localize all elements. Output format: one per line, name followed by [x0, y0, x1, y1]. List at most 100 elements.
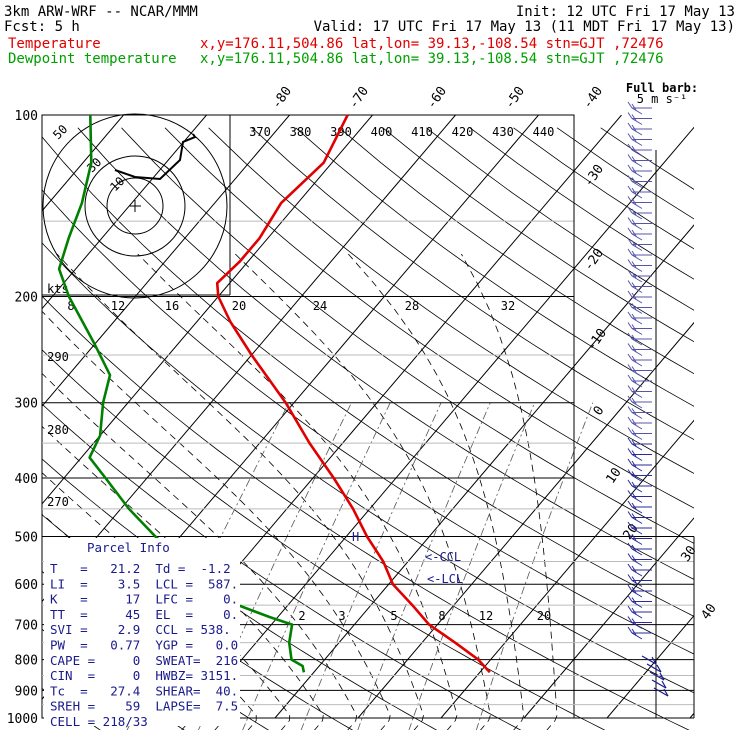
- mixing-ratio-line: [408, 402, 535, 730]
- wind-barb: [627, 385, 652, 398]
- wind-barb: [627, 469, 652, 482]
- wind-barb: [627, 374, 652, 388]
- model-title: 3km ARW-WRF -- NCAR/MMM: [4, 4, 198, 20]
- hodograph-ring-label: 50: [50, 122, 70, 142]
- mixing-ratio-label: 3: [338, 609, 345, 623]
- parcel-info-row: CIN = 0 HWBZ= 3151.: [50, 668, 238, 683]
- wind-barb: [627, 626, 652, 640]
- wind-barb: [627, 175, 652, 188]
- parcel-info-row: SVI = 2.9 CCL = 538.: [50, 622, 231, 637]
- pressure-tick-label: 400: [15, 472, 38, 487]
- moist-adiabat: [56, 253, 424, 730]
- pressure-axis: 100 200 300 400 500 600 700 800 900 1000: [7, 109, 38, 727]
- wind-barb: [627, 542, 652, 556]
- wind-barb: [627, 311, 652, 325]
- temperature-tick-label: -40: [580, 84, 606, 112]
- legend-dewpoint: Dewpoint temperature: [8, 51, 177, 67]
- wind-barb: [627, 416, 652, 430]
- temperature-profile: [215, 114, 491, 674]
- dry-adiabat: [42, 136, 694, 617]
- wind-barb: [627, 616, 652, 629]
- wind-barb: [627, 479, 652, 493]
- wind-barb: [627, 511, 652, 524]
- wind-barb: [627, 605, 652, 619]
- mixing-ratio-label: 8: [67, 299, 74, 313]
- theta-label: 430: [492, 125, 514, 139]
- valid-time: Valid: 17 UTC Fri 17 May 13 (11 MDT Fri …: [314, 19, 735, 35]
- wind-barb: [627, 185, 652, 199]
- wind-barb: [627, 395, 652, 409]
- mixing-ratio-label: 5: [390, 609, 397, 623]
- wind-barb: [627, 122, 652, 136]
- pressure-tick-label: 800: [15, 654, 38, 669]
- temperature-tick-label: 10: [603, 465, 624, 486]
- temperature-tick-label: -70: [346, 84, 372, 112]
- mixing-ratio-label: 12: [479, 609, 493, 623]
- wind-barb: [627, 322, 652, 335]
- hodograph-kts-label: kts: [47, 282, 69, 296]
- dry-adiabat: [556, 127, 694, 220]
- parcel-info-row: SREH = 59 LAPSE= 7.5: [50, 699, 238, 714]
- wind-barb: [627, 343, 652, 356]
- isotherm: [42, 115, 207, 310]
- wind-barb: [627, 269, 652, 283]
- wind-barb: [627, 553, 652, 566]
- hodograph-ring: [84, 155, 186, 257]
- mixing-ratio-line: [357, 402, 491, 730]
- parcel-info-row: CAPE = 0 SWEAT= 216: [50, 653, 238, 668]
- parcel-info-title: Parcel Info: [87, 540, 170, 555]
- temperature-tick-label: 40: [698, 601, 719, 622]
- dry-adiabat: [42, 403, 522, 730]
- theta-label: 380: [290, 125, 312, 139]
- wind-barbs: [627, 101, 669, 697]
- mixing-ratio-line: [242, 402, 391, 730]
- wind-barb: [627, 521, 652, 535]
- wind-barb: [627, 143, 652, 157]
- theta-label: 270: [47, 495, 69, 509]
- wind-barb: [627, 164, 652, 178]
- mixing-ratio-label: 20: [537, 609, 551, 623]
- wind-barb: [627, 437, 652, 451]
- temperature-tick-label: 20: [620, 521, 641, 542]
- full-barb-label: Full barb:: [626, 81, 698, 95]
- isotherm: [42, 115, 373, 505]
- pressure-tick-label: 100: [15, 109, 38, 124]
- parcel-info-row: T = 21.2 Td = -1.2: [50, 561, 231, 576]
- pressure-tick-label: 200: [15, 291, 38, 306]
- hwbz-marker: H: [352, 530, 359, 544]
- dry-adiabat: [208, 127, 694, 474]
- mixing-ratio-line: [475, 402, 594, 730]
- wind-barb: [627, 406, 652, 419]
- parcel-info-row: LI = 3.5 LCL = 587.: [50, 576, 238, 591]
- theta-label: 280: [47, 423, 69, 437]
- sounding-profiles: [57, 114, 491, 674]
- dry-adiabat: [42, 189, 694, 655]
- mixing-ratio-label: 24: [313, 299, 327, 313]
- wind-barb: [627, 563, 652, 577]
- parcel-info-row: CELL = 218/33: [50, 714, 148, 729]
- wind-barb: [627, 353, 652, 367]
- init-time: Init: 12 UTC Fri 17 May 13: [516, 4, 735, 20]
- isotherm: [191, 126, 694, 719]
- dry-adiabat: [77, 127, 694, 580]
- dry-adiabat: [600, 127, 694, 190]
- temperature-tick-label: -80: [269, 84, 295, 112]
- wind-barb: [627, 574, 652, 587]
- wind-barb: [627, 196, 652, 209]
- pressure-tick-label: 600: [15, 578, 38, 593]
- dry-adiabat: [121, 127, 694, 544]
- isotherm: [440, 419, 694, 719]
- wind-barb: [653, 687, 669, 697]
- temperature-tick-label: -30: [581, 162, 607, 190]
- dry-adiabat: [469, 127, 694, 280]
- wind-barb: [627, 154, 652, 167]
- theta-label: 370: [249, 125, 271, 139]
- parcel-info-row: PW = 0.77 YGP = 0.0: [50, 638, 238, 653]
- pressure-tick-label: 500: [15, 531, 38, 546]
- dry-adiabat: [251, 127, 694, 440]
- pressure-tick-label: 300: [15, 397, 38, 412]
- isotherm: [689, 712, 694, 719]
- forecast-hour: Fcst: 5 h: [4, 19, 80, 35]
